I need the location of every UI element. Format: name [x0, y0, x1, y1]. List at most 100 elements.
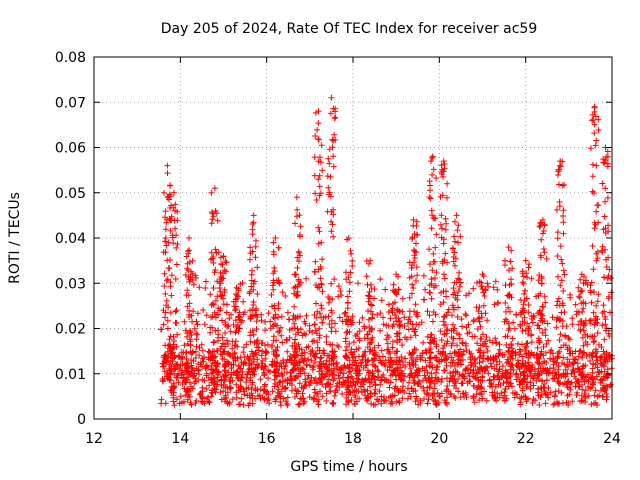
data-point — [585, 392, 592, 399]
data-point — [560, 230, 567, 237]
data-point — [315, 224, 322, 231]
data-point — [528, 275, 535, 282]
data-point — [163, 358, 170, 365]
data-point — [560, 288, 567, 294]
data-point — [554, 235, 561, 242]
data-point — [375, 342, 382, 349]
data-point — [605, 272, 612, 279]
data-point — [368, 400, 375, 407]
data-point — [288, 387, 295, 394]
data-point — [552, 368, 558, 375]
data-point — [312, 353, 318, 360]
data-point — [207, 291, 214, 298]
data-point — [555, 273, 561, 280]
data-point — [201, 377, 208, 384]
data-point — [428, 340, 434, 347]
data-point — [553, 324, 560, 331]
data-point — [495, 299, 502, 306]
data-point — [456, 269, 463, 276]
data-point — [185, 292, 192, 299]
data-point — [208, 302, 215, 308]
data-point — [270, 251, 277, 258]
data-point — [319, 256, 326, 263]
data-point — [342, 318, 349, 325]
data-point — [265, 367, 272, 374]
data-point — [226, 315, 233, 322]
data-point — [590, 309, 597, 316]
data-point — [418, 319, 425, 326]
data-point — [427, 261, 433, 268]
data-point — [456, 335, 463, 342]
data-point — [171, 352, 178, 359]
data-point — [528, 332, 535, 339]
data-point — [352, 357, 359, 364]
data-point — [382, 286, 389, 293]
data-point — [565, 378, 572, 385]
data-point — [183, 376, 190, 383]
data-point — [223, 259, 230, 266]
data-point — [216, 307, 223, 314]
data-point — [380, 360, 387, 367]
data-point — [429, 390, 436, 397]
data-point — [543, 341, 550, 347]
data-point — [345, 399, 352, 406]
data-point — [528, 315, 535, 322]
data-point — [510, 349, 517, 356]
data-point — [374, 311, 381, 318]
data-point — [167, 257, 173, 263]
data-point — [399, 308, 406, 315]
data-point — [444, 326, 451, 333]
data-point — [342, 347, 349, 354]
data-point — [507, 366, 514, 373]
data-point — [443, 293, 449, 300]
data-point — [361, 325, 368, 332]
data-point — [260, 369, 267, 376]
data-point — [580, 305, 587, 312]
data-point — [529, 319, 536, 326]
data-point — [274, 344, 281, 350]
data-point — [215, 311, 221, 318]
data-point — [272, 396, 279, 403]
data-point — [496, 358, 503, 365]
data-point — [438, 390, 445, 397]
data-point — [288, 376, 295, 383]
data-point — [284, 356, 291, 363]
data-point — [539, 230, 546, 237]
data-point — [173, 343, 180, 350]
data-point — [543, 368, 550, 375]
data-point — [165, 265, 172, 272]
data-point — [426, 178, 433, 185]
data-point — [315, 136, 322, 143]
data-point — [424, 333, 431, 340]
data-point — [223, 372, 230, 379]
data-point — [183, 253, 190, 260]
data-point — [197, 391, 204, 398]
data-point — [526, 261, 533, 268]
data-point — [545, 337, 552, 344]
data-point — [344, 355, 350, 361]
data-point — [247, 288, 253, 295]
data-point — [383, 336, 390, 343]
data-point — [307, 380, 314, 386]
data-point — [566, 391, 573, 398]
data-point — [589, 354, 596, 361]
data-point — [422, 347, 429, 354]
data-point — [259, 348, 266, 355]
data-point — [559, 400, 566, 407]
data-point — [393, 291, 400, 298]
data-point — [196, 284, 203, 291]
data-point — [543, 377, 550, 384]
data-point — [536, 325, 543, 332]
data-point — [318, 305, 325, 312]
data-point — [246, 357, 253, 364]
data-point — [366, 369, 372, 376]
data-point — [205, 374, 212, 381]
data-point — [453, 212, 460, 219]
data-point — [490, 284, 497, 291]
data-point — [524, 274, 531, 281]
data-point — [457, 233, 464, 240]
data-point — [439, 166, 446, 173]
data-point — [452, 255, 459, 262]
data-point — [172, 319, 179, 326]
data-point — [589, 111, 596, 118]
